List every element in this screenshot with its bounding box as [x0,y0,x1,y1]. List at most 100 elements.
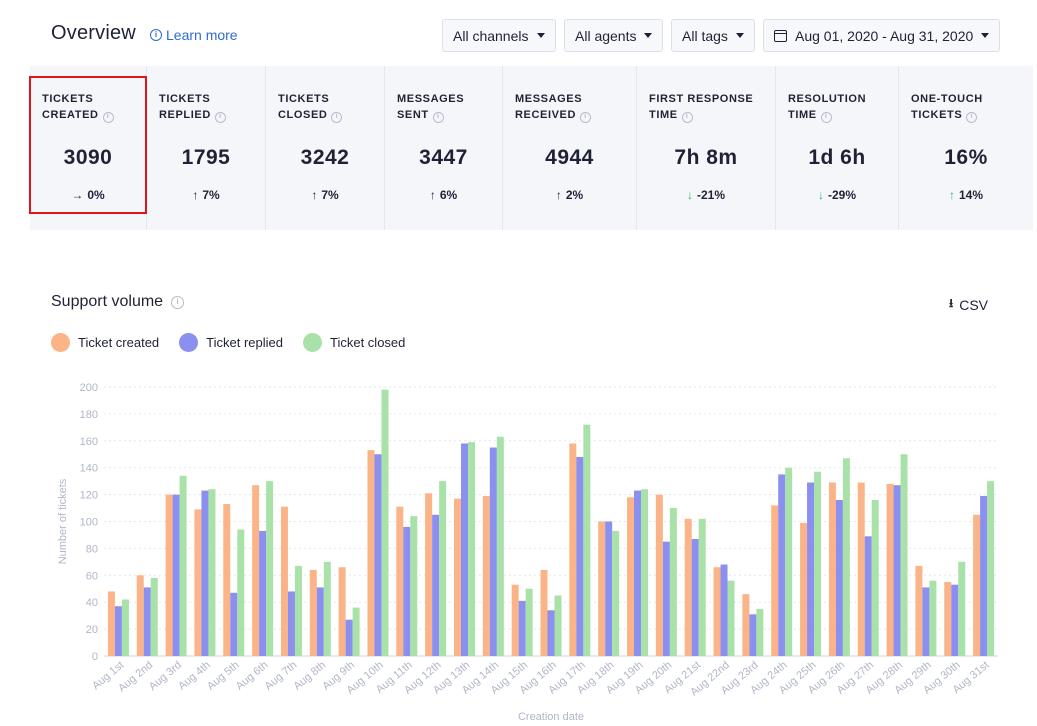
stat-value: 1795 [181,146,231,169]
stat-label: TICKETS CLOSED i [278,91,343,123]
overview-header: Overview i Learn more All channels All a… [0,0,1037,66]
bar-ticket-replied [893,485,901,656]
bar-ticket-replied [316,587,324,656]
arrow-down-icon: ↓ [817,188,824,202]
stat-label: TICKETS REPLIED i [159,91,226,123]
stat-value: 3090 [63,146,113,169]
info-icon: i [331,111,343,123]
bar-ticket-created [713,567,721,656]
bar-ticket-created [828,482,836,656]
info-icon: i [580,111,592,123]
stat-label: FIRST RESPONSE TIME i [649,93,754,123]
learn-more-link[interactable]: i Learn more [150,27,238,43]
bar-ticket-created [742,594,750,656]
stat-change: ↑ 7% [311,188,339,202]
arrow-up-icon: ↑ [192,188,199,202]
stat-first-response-time[interactable]: FIRST RESPONSE TIME i 7h 8m ↓ -21% [637,66,776,230]
stat-label: TICKETS CREATED i [42,91,114,123]
y-axis-title: Number of tickets [57,478,69,564]
bar-ticket-closed [294,565,302,656]
bar-ticket-created [540,569,548,656]
y-tick-label: 0 [92,651,98,663]
legend-label: Ticket closed [330,335,406,350]
stat-tickets-created[interactable]: TICKETS CREATED i 3090 → 0% [30,66,147,230]
y-tick-label: 100 [80,517,98,529]
bar-ticket-closed [525,588,533,656]
bar-ticket-closed [785,467,793,656]
stat-change: ↑ 7% [192,188,220,202]
legend-item-closed[interactable]: Ticket closed [303,333,405,352]
y-tick-label: 20 [86,624,98,636]
bar-ticket-created [569,443,577,656]
chart-legend: Ticket created Ticket replied Ticket clo… [51,333,405,352]
bar-ticket-created [396,506,404,656]
y-tick-label: 80 [86,543,98,555]
tags-dropdown[interactable]: All tags [671,19,755,52]
info-icon: i [681,111,693,123]
date-range-picker[interactable]: Aug 01, 2020 - Aug 31, 2020 [763,19,1001,52]
bar-ticket-replied [143,587,151,656]
stat-value: 4944 [545,146,594,169]
bar-ticket-created [771,505,779,656]
bar-ticket-created [886,483,894,656]
stat-label: MESSAGES SENT i [397,93,465,123]
bar-ticket-closed [842,458,850,656]
bar-ticket-created [800,522,808,656]
stats-bar: TICKETS CREATED i 3090 → 0% TICKETS REPLIED i… [30,66,1033,230]
y-tick-label: 200 [80,382,98,394]
bar-ticket-created [944,582,952,656]
info-icon: i [214,111,226,123]
support-volume-label: Support volume [51,293,164,310]
bar-ticket-closed [756,608,764,656]
chevron-down-icon [644,33,653,38]
bar-ticket-replied [287,591,295,656]
bar-ticket-replied [230,592,238,656]
bar-ticket-created [425,493,433,656]
info-icon: i [102,111,114,123]
stat-messages-received[interactable]: MESSAGES RECEIVED i 4944 ↑ 2% [503,66,637,230]
stat-label: MESSAGES RECEIVED i [515,91,592,123]
bar-ticket-closed [554,595,562,656]
bar-ticket-closed [467,442,475,656]
legend-label: Ticket replied [206,335,283,350]
download-icon: ⭳ [949,296,954,310]
bar-ticket-replied [460,443,468,656]
bar-ticket-replied [662,541,670,656]
bar-ticket-replied [691,538,699,656]
agents-dropdown[interactable]: All agents [564,19,664,52]
stat-tickets-replied[interactable]: TICKETS REPLIED i 1795 ↑ 7% [147,66,266,230]
legend-item-replied[interactable]: Ticket replied [179,333,283,352]
bar-ticket-replied [432,514,440,656]
csv-download-button[interactable]: ⭳ CSV [949,294,988,315]
bar-ticket-closed [179,475,187,656]
bar-ticket-created [973,514,981,656]
bar-ticket-closed [237,529,245,656]
stat-value: 3447 [419,146,468,169]
bar-ticket-closed [958,561,966,656]
arrow-up-icon: ↑ [555,188,562,202]
bar-ticket-closed [814,471,822,656]
channels-dropdown[interactable]: All channels [442,19,556,52]
bar-ticket-closed [583,424,591,656]
bar-ticket-created [107,591,115,656]
stat-messages-sent[interactable]: MESSAGES SENT i 3447 ↑ 6% [385,66,503,230]
legend-swatch [179,333,199,352]
stat-one-touch-tickets[interactable]: ONE-TOUCH TICKETS i 16% ↑ 14% [899,66,1033,230]
bar-ticket-created [453,498,461,656]
legend-swatch [303,333,322,352]
bar-ticket-closed [727,580,735,656]
bar-ticket-created [309,569,317,656]
legend-item-created[interactable]: Ticket created [51,333,159,352]
bar-ticket-created [684,518,692,656]
stat-value: 3242 [300,146,350,169]
bar-ticket-created [627,497,635,656]
csv-label: CSV [959,296,988,313]
bar-ticket-replied [114,606,122,656]
agents-dropdown-label: All agents [575,27,637,44]
bar-ticket-replied [547,610,555,656]
stat-tickets-closed[interactable]: TICKETS CLOSED i 3242 ↑ 7% [266,66,385,230]
bar-ticket-closed [669,508,677,656]
bar-ticket-replied [172,494,180,656]
calendar-icon [774,29,787,42]
stat-resolution-time[interactable]: RESOLUTION TIME i 1d 6h ↓ -29% [776,66,899,230]
